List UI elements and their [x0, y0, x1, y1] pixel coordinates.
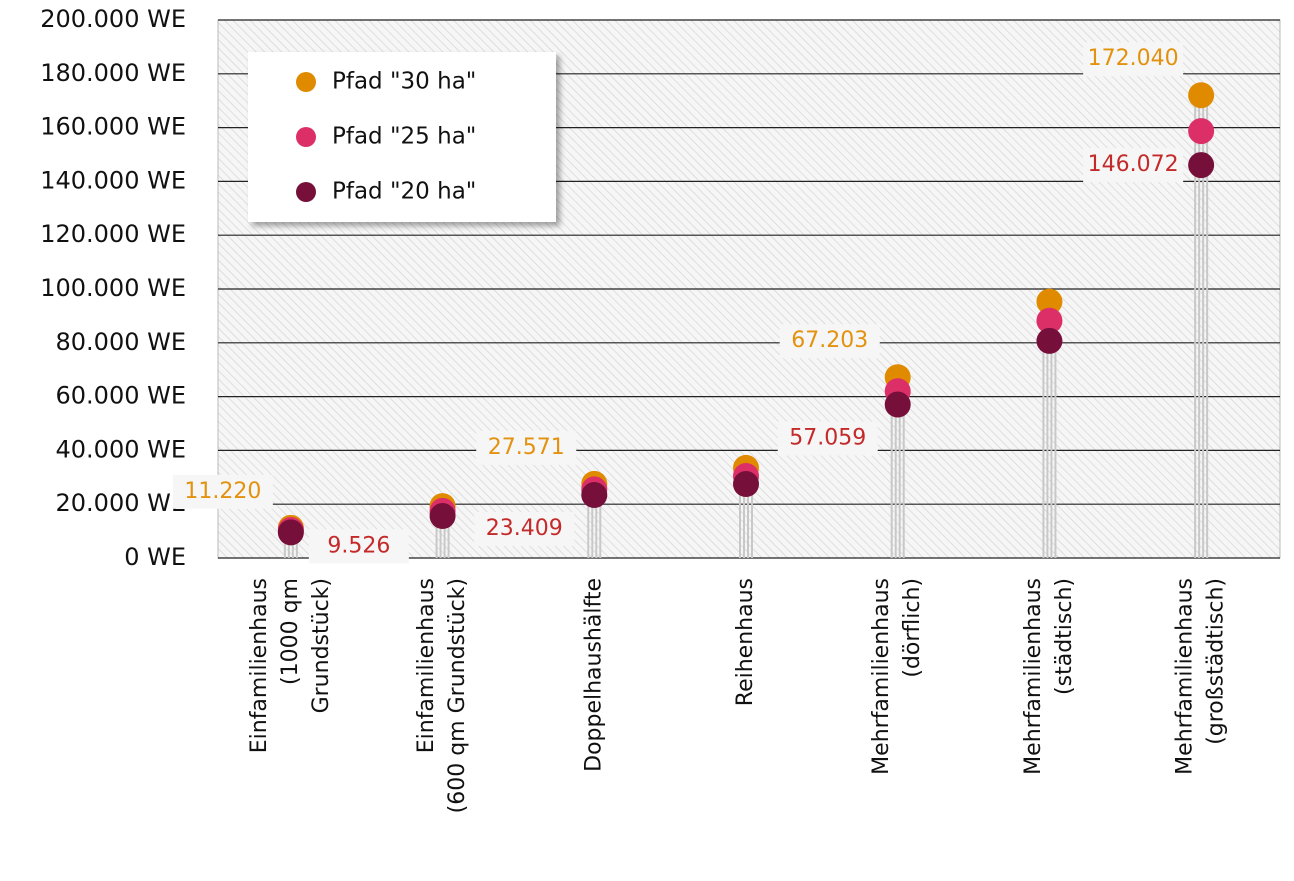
dot: [277, 519, 304, 546]
dot: [1036, 307, 1063, 334]
legend-label: Pfad "30 ha": [332, 69, 476, 95]
legend-label: Pfad "20 ha": [332, 179, 476, 205]
dot: [581, 482, 608, 509]
legend-marker: [296, 72, 316, 92]
legend-label: Pfad "25 ha": [332, 124, 476, 150]
y-tick-label: 140.000 WE: [40, 166, 186, 194]
y-tick-label: 0 WE: [124, 543, 186, 571]
y-tick-label: 200.000 WE: [40, 5, 186, 33]
x-tick-label: Reihenhaus: [733, 578, 758, 706]
x-tick-label: Einfamilienhaus (1000 qm Grundstück): [247, 578, 334, 753]
value-label-bg: [308, 529, 409, 564]
y-tick-label: 180.000 WE: [40, 59, 186, 87]
value-label-bg: [172, 474, 273, 509]
y-tick-label: 80.000 WE: [56, 328, 187, 356]
value-label: 172.040: [1088, 46, 1179, 71]
legend-marker: [296, 127, 316, 147]
y-tick-label: 40.000 WE: [56, 435, 187, 463]
dot: [1036, 288, 1063, 315]
dot: [429, 503, 456, 530]
value-label-bg: [476, 430, 577, 465]
value-label: 57.059: [789, 426, 866, 451]
value-label-bg: [1083, 148, 1184, 183]
value-label: 27.571: [488, 435, 565, 460]
value-label-bg: [474, 512, 575, 547]
x-tick-label: Einfamilienhaus (600 qm Grundstück): [414, 578, 470, 813]
value-label: 146.072: [1088, 152, 1179, 177]
x-tick-label: Mehrfamilienhaus (großstädtisch): [1173, 578, 1229, 775]
legend-marker: [296, 182, 316, 202]
dot: [1188, 152, 1215, 179]
y-tick-label: 60.000 WE: [56, 382, 187, 410]
dot: [884, 391, 911, 418]
value-label: 9.526: [327, 533, 390, 558]
x-tick-label: Mehrfamilienhaus (städtisch): [1021, 578, 1077, 775]
value-label-bg: [779, 324, 880, 359]
y-tick-label: 120.000 WE: [40, 220, 186, 248]
x-tick-label: Mehrfamilienhaus (dörflich): [869, 578, 925, 775]
value-label: 67.203: [791, 328, 868, 353]
value-label-bg: [1083, 42, 1184, 77]
x-tick-label: Doppelhaushälfte: [581, 578, 606, 772]
y-tick-label: 20.000 WE: [56, 489, 187, 517]
value-label: 23.409: [486, 516, 563, 541]
value-label: 11.220: [184, 479, 261, 504]
y-tick-label: 100.000 WE: [40, 274, 186, 302]
dot: [1036, 327, 1063, 354]
dot: [1188, 118, 1215, 145]
dot: [733, 471, 759, 498]
y-tick-label: 160.000 WE: [40, 113, 186, 141]
dot: [1188, 82, 1215, 109]
value-label-bg: [777, 421, 878, 456]
